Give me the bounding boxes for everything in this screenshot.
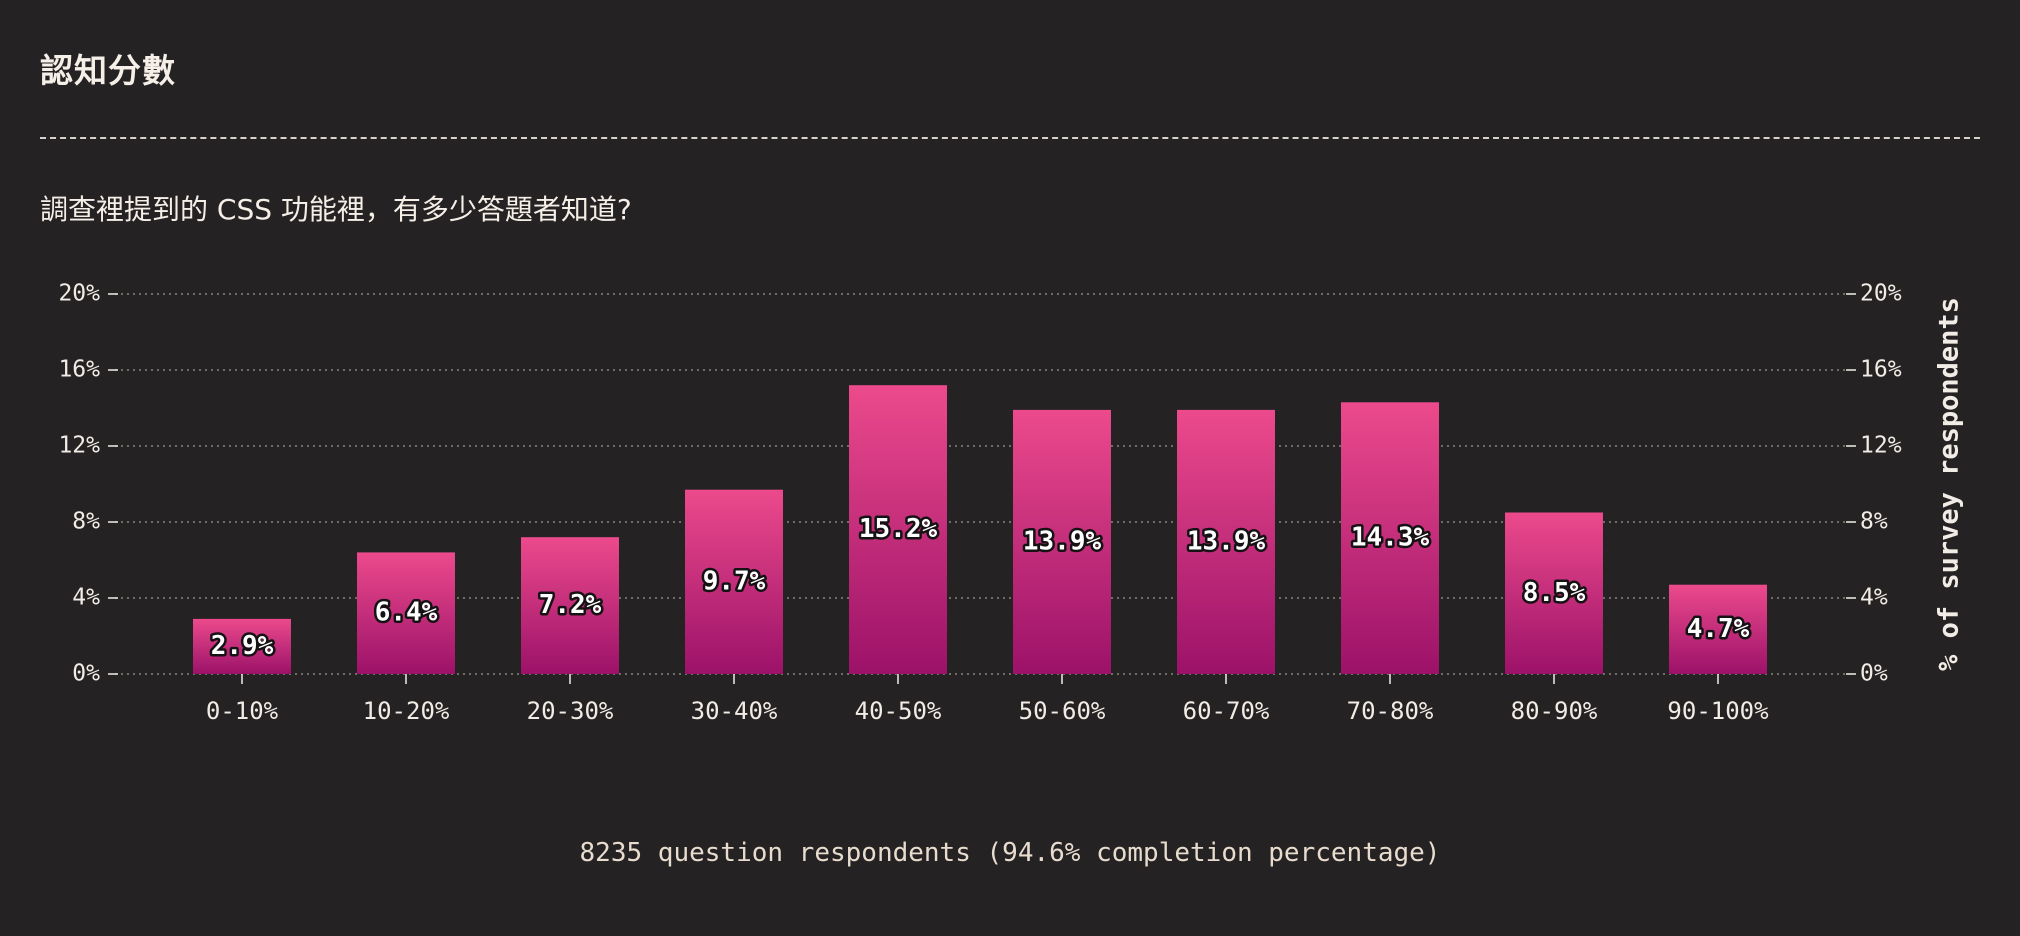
x-tick-label: 70-80%: [1347, 697, 1434, 725]
bar-value-label: 6.4%: [375, 598, 438, 628]
bar: [357, 552, 455, 674]
bar-chart: 2.9% 6.4% 7.2% 9.7% 15.2% 13.9% 13.9% 14.3% 8.5%…: [58, 281, 1964, 726]
chart-title: 認知分數: [40, 51, 176, 90]
y-tick-label-right: 16%: [1860, 357, 1902, 383]
bar-value-labels: 2.9% 6.4% 7.2% 9.7% 15.2% 13.9% 13.9% 14.3% 8.5%…: [208, 512, 1752, 664]
axes: 0% 0% 4% 4% 8% 8% 12% 12% 16% 16% 20% 20% 0-10% 10-20…: [58, 281, 1964, 726]
x-tick-label: 20-30%: [527, 697, 614, 725]
bar: [685, 489, 783, 674]
y-tick-label-left: 0%: [72, 661, 100, 687]
bar-value-label: 13.9%: [1023, 526, 1102, 556]
chart-question: 調查裡提到的 CSS 功能裡，有多少答題者知道?: [40, 193, 632, 226]
bars: [193, 385, 1767, 674]
x-tick-label: 80-90%: [1511, 697, 1598, 725]
y-tick-label-left: 12%: [58, 433, 100, 459]
bar-value-label: 14.3%: [1351, 523, 1430, 553]
x-tick-label: 30-40%: [691, 697, 778, 725]
y-tick-label-left: 20%: [58, 281, 100, 307]
y-tick-label-left: 8%: [72, 509, 100, 535]
y-axis-title: % of survey respondents: [1934, 297, 1965, 671]
bar: [1341, 402, 1439, 674]
bar-value-label: 9.7%: [703, 566, 766, 596]
bar: [1177, 409, 1275, 674]
y-tick-label-left: 4%: [72, 585, 100, 611]
bar: [193, 618, 291, 674]
y-tick-label-right: 4%: [1860, 585, 1888, 611]
bar: [849, 385, 947, 674]
y-tick-label-right: 20%: [1860, 281, 1902, 307]
x-tick-label: 10-20%: [363, 697, 450, 725]
bar: [521, 537, 619, 674]
x-tick-label: 0-10%: [206, 697, 279, 725]
y-tick-label-right: 0%: [1860, 661, 1888, 687]
x-tick-label: 50-60%: [1019, 697, 1106, 725]
y-tick-label-left: 16%: [58, 357, 100, 383]
title-divider: [40, 137, 1980, 139]
bar-value-label: 15.2%: [859, 514, 938, 544]
bar: [1013, 409, 1111, 674]
x-tick-label: 40-50%: [855, 697, 942, 725]
respondents-footnote: 8235 question respondents (94.6% complet…: [579, 838, 1441, 868]
x-tick-label: 90-100%: [1667, 697, 1769, 725]
bar: [1669, 584, 1767, 674]
bar-value-label: 13.9%: [1187, 526, 1266, 556]
bar-value-label: 7.2%: [539, 590, 602, 620]
bar-value-label: 2.9%: [211, 631, 274, 661]
y-tick-label-right: 8%: [1860, 509, 1888, 535]
bar: [1505, 512, 1603, 674]
bar-value-label: 4.7%: [1687, 614, 1750, 644]
y-tick-label-right: 12%: [1860, 433, 1902, 459]
bar-value-label: 8.5%: [1523, 578, 1586, 608]
x-tick-label: 60-70%: [1183, 697, 1270, 725]
